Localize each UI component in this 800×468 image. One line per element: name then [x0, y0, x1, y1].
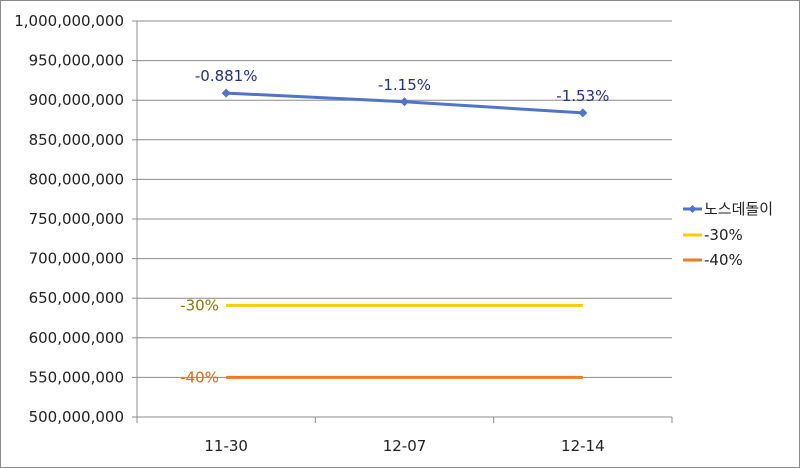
data-label: -1.15% — [378, 76, 431, 94]
y-tick-label: 500,000,000 — [29, 408, 124, 426]
y-tick-label: 800,000,000 — [29, 170, 124, 188]
x-tick-label: 12-14 — [561, 437, 605, 455]
x-tick-label: 12-07 — [383, 437, 427, 455]
legend-label: -30% — [704, 226, 743, 244]
data-label: -30% — [180, 296, 219, 314]
y-tick-label: 600,000,000 — [29, 329, 124, 347]
y-tick-label: 650,000,000 — [29, 289, 124, 307]
y-tick-label: 950,000,000 — [29, 52, 124, 70]
y-tick-label: 900,000,000 — [29, 91, 124, 109]
data-point — [221, 88, 231, 98]
y-tick-label: 750,000,000 — [29, 210, 124, 228]
data-point — [578, 108, 588, 118]
legend-label: -40% — [704, 251, 743, 269]
y-tick-label: 1,000,000,000 — [14, 12, 124, 30]
legend-label: 노스데돌이 — [704, 200, 773, 218]
legend-marker — [688, 205, 697, 213]
x-tick-label: 11-30 — [204, 437, 248, 455]
data-label: -0.881% — [195, 67, 258, 85]
y-tick-label: 700,000,000 — [29, 250, 124, 268]
data-label: -40% — [180, 368, 219, 386]
y-tick-label: 550,000,000 — [29, 368, 124, 386]
data-point — [400, 97, 409, 107]
y-tick-label: 850,000,000 — [29, 131, 124, 149]
data-label: -1.53% — [556, 87, 609, 105]
